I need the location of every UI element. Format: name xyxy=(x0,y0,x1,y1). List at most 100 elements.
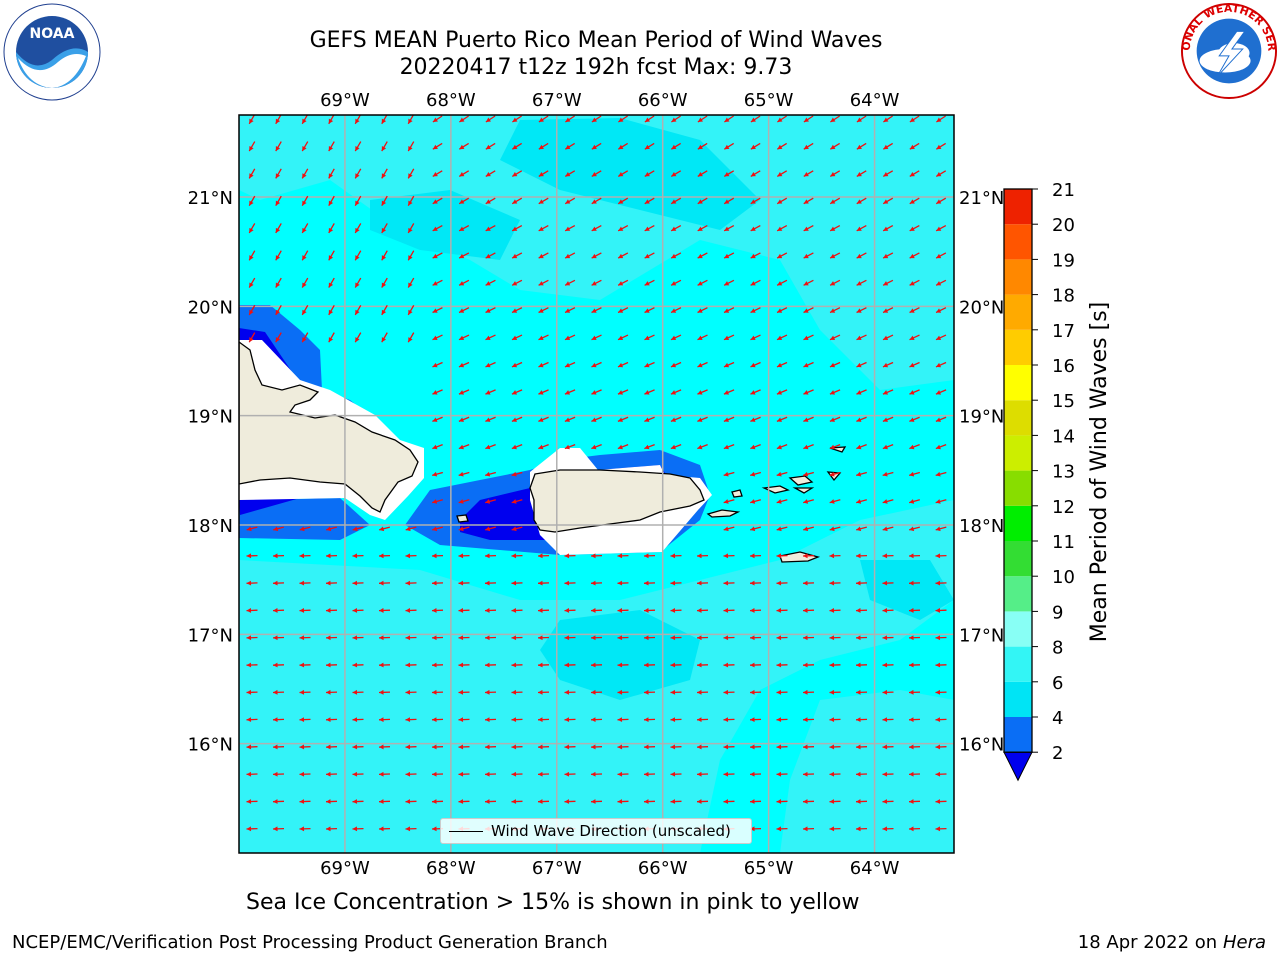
wind-wave-arrow xyxy=(643,662,656,668)
wind-wave-arrow xyxy=(431,717,444,723)
wind-wave-arrow xyxy=(564,279,576,286)
wind-wave-arrow xyxy=(458,279,470,286)
wind-wave-arrow xyxy=(564,307,576,314)
wind-wave-arrow xyxy=(405,744,417,750)
wind-wave-arrow xyxy=(485,444,496,450)
wind-wave-arrow xyxy=(352,635,364,641)
land xyxy=(239,341,847,563)
wind-wave-arrow xyxy=(511,389,523,395)
wind-wave-arrow xyxy=(485,252,496,259)
wind-wave-arrow xyxy=(935,717,947,723)
wind-wave-arrow xyxy=(354,115,362,125)
wind-wave-arrow xyxy=(564,553,576,559)
wind-wave-arrow xyxy=(882,744,894,750)
nws-logo: NATIONAL WEATHER SERVICE xyxy=(1180,2,1278,100)
wind-wave-arrow xyxy=(485,389,496,395)
wind-wave-arrow xyxy=(803,252,814,259)
wind-wave-arrow xyxy=(697,115,708,123)
wind-wave-arrow xyxy=(458,142,470,150)
wind-wave-arrow xyxy=(325,608,338,613)
wind-wave-arrow xyxy=(855,744,868,750)
wind-wave-arrow xyxy=(723,499,735,504)
map-frame xyxy=(238,114,955,854)
wind-wave-arrow xyxy=(776,771,788,777)
wind-wave-arrow xyxy=(352,580,364,586)
wind-wave-arrow xyxy=(432,471,443,477)
wind-wave-arrow xyxy=(776,416,788,422)
wind-wave-arrow xyxy=(829,197,841,205)
wind-wave-arrow xyxy=(617,197,629,205)
wind-wave-arrow xyxy=(458,662,470,668)
wind-wave-arrow xyxy=(643,799,656,804)
wind-wave-arrow xyxy=(301,250,309,261)
wind-wave-arrow xyxy=(750,361,761,368)
wind-wave-arrow xyxy=(564,389,576,395)
wind-wave-arrow xyxy=(564,142,576,150)
wind-wave-arrow xyxy=(855,635,868,641)
wind-wave-arrow xyxy=(432,197,443,205)
wind-wave-arrow xyxy=(670,553,682,559)
wind-wave-arrow xyxy=(458,744,470,750)
wind-wave-arrow xyxy=(617,389,629,395)
wind-wave-arrow xyxy=(590,744,603,750)
wind-wave-arrow xyxy=(697,170,708,177)
wind-wave-arrow xyxy=(935,499,947,504)
wind-wave-arrow xyxy=(855,826,868,832)
wind-wave-arrow xyxy=(670,334,682,341)
wind-wave-arrow xyxy=(537,744,550,750)
wind-wave-arrow xyxy=(670,142,682,150)
wind-wave-arrow xyxy=(407,305,415,316)
wind-wave-arrow xyxy=(511,252,523,259)
wind-wave-arrow xyxy=(538,334,549,341)
wind-wave-arrow xyxy=(458,799,470,804)
wind-wave-arrow xyxy=(802,608,815,613)
wind-wave-arrow xyxy=(723,744,735,750)
wind-wave-arrow xyxy=(538,279,549,286)
wind-wave-arrow xyxy=(328,141,335,152)
wind-wave-arrow xyxy=(776,580,788,586)
wind-wave-arrow xyxy=(407,168,415,179)
period-contour-mid xyxy=(370,118,954,700)
wind-wave-arrow xyxy=(354,168,362,179)
wind-wave-arrow xyxy=(803,115,814,123)
wind-wave-arrow xyxy=(591,224,602,232)
wind-wave-arrow xyxy=(856,252,867,259)
wind-wave-arrow xyxy=(590,771,603,777)
wind-wave-arrow xyxy=(354,223,362,234)
wind-wave-arrow xyxy=(431,608,444,613)
wind-wave-arrow xyxy=(246,771,258,777)
wind-wave-arrow xyxy=(511,662,523,668)
wind-wave-arrow xyxy=(538,142,549,150)
wind-wave-arrow xyxy=(325,771,338,777)
wind-wave-arrow xyxy=(352,717,364,723)
wind-wave-arrow xyxy=(432,170,443,177)
wind-wave-arrow xyxy=(432,389,443,395)
wind-wave-arrow xyxy=(936,115,946,123)
wind-wave-arrow xyxy=(248,141,256,152)
wind-wave-arrow xyxy=(591,307,602,314)
wind-wave-arrow xyxy=(618,115,628,123)
wind-wave-arrow xyxy=(484,553,497,559)
wind-wave-arrow xyxy=(697,307,708,314)
wind-wave-arrow xyxy=(882,799,894,804)
wind-wave-arrow xyxy=(776,307,788,314)
wind-wave-arrow xyxy=(749,771,762,777)
wind-wave-arrow xyxy=(617,799,629,804)
wind-wave-arrow xyxy=(617,744,629,750)
wind-wave-arrow xyxy=(511,142,523,150)
wind-wave-arrow xyxy=(564,416,576,422)
wind-wave-arrow xyxy=(670,279,682,286)
wind-wave-arrow xyxy=(591,334,602,341)
wind-wave-arrow xyxy=(750,416,761,422)
lat-tick-label: 21°N xyxy=(959,188,1004,209)
wind-wave-arrow xyxy=(458,416,470,422)
noaa-logo: NOAA xyxy=(3,3,101,101)
wind-wave-arrow xyxy=(617,252,629,259)
wind-wave-arrow xyxy=(275,223,282,234)
wind-wave-arrow xyxy=(909,224,920,232)
wind-wave-arrow xyxy=(855,580,868,586)
wind-wave-arrow xyxy=(381,332,388,343)
wind-wave-arrow xyxy=(829,662,841,668)
wind-wave-arrow xyxy=(749,662,762,668)
